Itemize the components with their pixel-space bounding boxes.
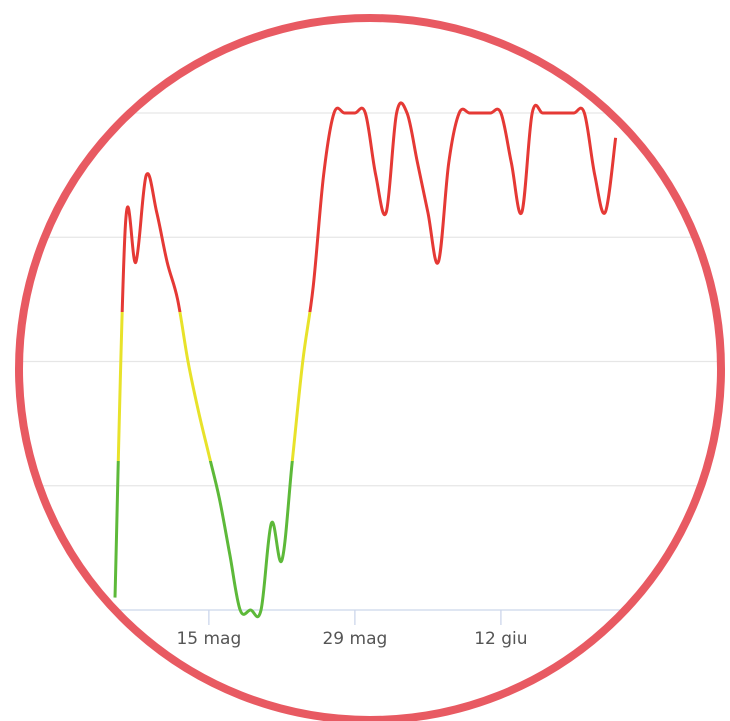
series-line	[113, 101, 618, 619]
x-tick-label: 29 mag	[322, 629, 387, 649]
frame	[15, 14, 725, 721]
x-tick-label: 15 mag	[176, 629, 241, 649]
x-tick-label: 12 giu	[474, 629, 527, 649]
plot-area	[22, 101, 718, 619]
